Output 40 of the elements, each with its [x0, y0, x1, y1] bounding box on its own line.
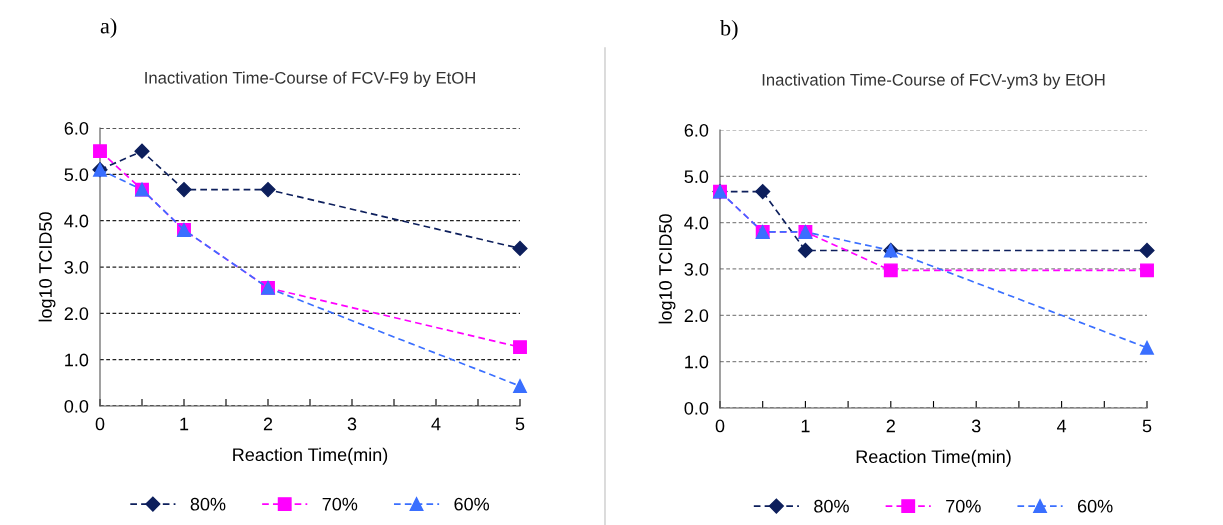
- y-tick-label: 5.0: [64, 168, 89, 182]
- x-tick-label: 2: [263, 417, 273, 431]
- x-tick-label: 2: [886, 419, 895, 433]
- x-tick-label: 4: [1056, 419, 1067, 433]
- y-tick-label: 1.0: [685, 355, 709, 369]
- y-tick-label: 3.0: [64, 260, 89, 274]
- x-tick-label: 0: [95, 417, 105, 431]
- legend-label: 60%: [454, 497, 490, 511]
- x-tick-label: 0: [715, 419, 725, 433]
- y-tick-label: 3.0: [684, 262, 709, 276]
- x-tick-label: 1: [801, 419, 810, 433]
- x-tick-label: 1: [180, 417, 189, 431]
- x-tick-label: 5: [515, 417, 525, 431]
- y-tick-label: 6.0: [684, 123, 709, 137]
- y-tick-label: 0.0: [64, 399, 89, 413]
- legend-label: 80%: [190, 497, 226, 511]
- y-axis-title: log10 TCID50: [38, 212, 56, 322]
- legend-label: 60%: [1077, 499, 1113, 513]
- legend-label: 70%: [946, 499, 981, 513]
- y-axis-title: log10 TCID50: [658, 214, 676, 324]
- y-tick-label: 4.0: [684, 216, 709, 230]
- y-tick-label: 1.0: [65, 353, 89, 367]
- y-tick-label: 2.0: [64, 307, 89, 321]
- x-tick-label: 3: [971, 419, 981, 433]
- legend-label: 80%: [814, 499, 849, 513]
- chart-title: Inactivation Time-Course of FCV-ym3 by EtOH: [762, 73, 1105, 90]
- y-tick-label: 5.0: [684, 170, 709, 184]
- text: a): [100, 17, 117, 39]
- y-tick-label: 6.0: [64, 121, 89, 135]
- y-tick-label: 0.0: [684, 401, 709, 415]
- text: b): [720, 19, 738, 41]
- x-axis-title: Reaction Time(min): [233, 447, 388, 465]
- x-tick-label: 3: [347, 417, 357, 431]
- chart-title: Inactivation Time-Course of FCV-F9 by EtOH: [145, 71, 475, 88]
- x-tick-label: 4: [431, 417, 441, 431]
- x-tick-label: 5: [1142, 419, 1152, 433]
- y-tick-label: 4.0: [64, 214, 89, 228]
- x-axis-title: Reaction Time(min): [856, 449, 1011, 467]
- legend-label: 70%: [322, 497, 358, 511]
- y-tick-label: 2.0: [684, 309, 709, 323]
